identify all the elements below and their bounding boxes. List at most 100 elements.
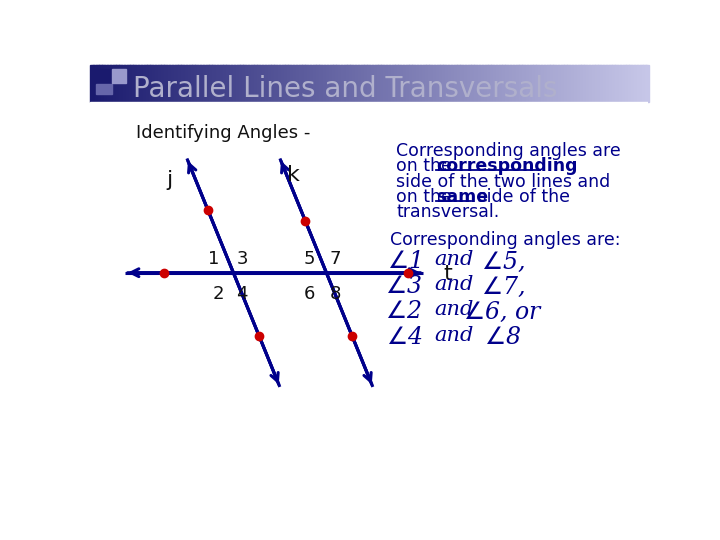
Bar <box>140 65 142 102</box>
Bar <box>93 65 96 102</box>
Bar <box>557 65 559 102</box>
Bar <box>451 65 454 102</box>
Text: and: and <box>435 326 474 345</box>
Bar <box>96 84 112 94</box>
Bar <box>204 65 207 102</box>
Bar <box>361 65 364 102</box>
Bar <box>453 65 455 102</box>
Bar <box>499 65 502 102</box>
Bar <box>338 65 341 102</box>
Bar <box>261 65 263 102</box>
Bar <box>366 65 368 102</box>
Bar <box>155 65 158 102</box>
Bar <box>253 65 255 102</box>
Bar <box>632 65 635 102</box>
Bar <box>539 65 542 102</box>
Bar <box>126 65 128 102</box>
Bar <box>527 65 529 102</box>
Text: Parallel Lines and Transversals: Parallel Lines and Transversals <box>132 75 557 103</box>
Bar <box>577 65 579 102</box>
Bar <box>210 65 212 102</box>
Bar <box>265 65 267 102</box>
Text: $\angle$7,: $\angle$7, <box>481 275 525 299</box>
Bar <box>191 65 193 102</box>
Text: corresponding: corresponding <box>436 157 578 175</box>
Text: same: same <box>436 188 489 206</box>
Bar <box>164 65 167 102</box>
Bar <box>583 65 585 102</box>
Bar <box>104 65 107 102</box>
Bar <box>389 65 392 102</box>
Bar <box>102 65 104 102</box>
Bar <box>544 65 546 102</box>
Bar <box>141 65 143 102</box>
Bar <box>130 65 132 102</box>
Bar <box>418 65 421 102</box>
Bar <box>409 65 412 102</box>
Bar <box>575 65 577 102</box>
Bar <box>320 65 322 102</box>
Bar <box>405 65 407 102</box>
Bar <box>98 65 100 102</box>
Bar <box>301 65 303 102</box>
Text: and: and <box>435 275 474 294</box>
Bar <box>394 65 396 102</box>
Bar <box>215 65 218 102</box>
Bar <box>554 65 556 102</box>
Bar <box>292 65 294 102</box>
Bar <box>358 65 361 102</box>
Bar <box>423 65 426 102</box>
Bar <box>380 65 382 102</box>
Bar <box>364 65 366 102</box>
Bar <box>349 65 351 102</box>
Bar <box>101 65 103 102</box>
Bar <box>645 65 647 102</box>
Bar <box>608 65 610 102</box>
Bar <box>467 65 469 102</box>
Bar <box>347 65 350 102</box>
Bar <box>436 65 438 102</box>
Bar <box>552 65 554 102</box>
Bar <box>145 65 148 102</box>
Bar <box>157 65 159 102</box>
Bar <box>459 65 462 102</box>
Bar <box>526 65 528 102</box>
Bar <box>230 65 232 102</box>
Bar <box>329 65 331 102</box>
Bar <box>282 65 284 102</box>
Bar <box>383 65 385 102</box>
Bar <box>543 65 545 102</box>
Bar <box>472 65 474 102</box>
Bar <box>300 65 302 102</box>
Bar <box>304 65 306 102</box>
Bar <box>485 65 487 102</box>
Bar <box>222 65 224 102</box>
Bar <box>536 65 539 102</box>
Bar <box>335 65 337 102</box>
Bar <box>481 65 483 102</box>
Bar <box>355 65 357 102</box>
Bar <box>223 65 225 102</box>
Bar <box>203 65 205 102</box>
Bar <box>524 65 526 102</box>
Bar <box>550 65 553 102</box>
Bar <box>594 65 596 102</box>
Bar <box>468 65 471 102</box>
Bar <box>403 65 405 102</box>
Bar <box>160 65 162 102</box>
Bar <box>456 65 458 102</box>
Bar <box>225 65 228 102</box>
Text: 8: 8 <box>330 285 341 303</box>
Bar <box>629 65 631 102</box>
Bar <box>605 65 607 102</box>
Bar <box>402 65 404 102</box>
Bar <box>344 65 346 102</box>
Bar <box>644 65 646 102</box>
Bar <box>382 65 384 102</box>
Bar <box>406 65 408 102</box>
Bar <box>448 65 451 102</box>
Bar <box>120 65 122 102</box>
Bar <box>171 65 173 102</box>
Bar <box>612 65 615 102</box>
Bar <box>340 65 342 102</box>
